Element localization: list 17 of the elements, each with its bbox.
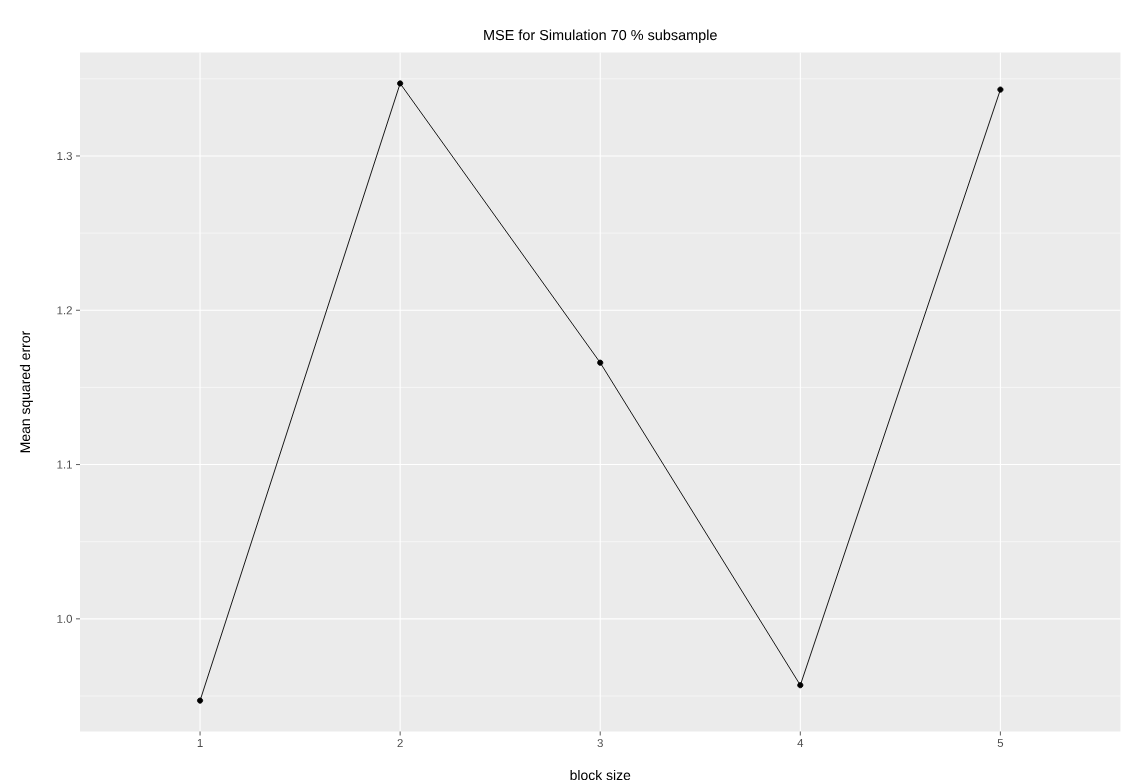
- x-axis-title: block size: [570, 769, 631, 781]
- point: [197, 697, 204, 704]
- chart-title: MSE for Simulation 70 % subsample: [484, 29, 717, 43]
- y-tick-label: 1.3: [57, 151, 72, 161]
- point: [797, 682, 804, 689]
- y-tick-label: 1.0: [57, 614, 73, 623]
- point: [997, 86, 1004, 93]
- x-tick-label: 2: [397, 739, 403, 747]
- y-tick-label: 1.2: [57, 306, 72, 315]
- x-tick-label: 1: [197, 739, 203, 747]
- point: [397, 80, 404, 87]
- x-tick-label: 3: [597, 739, 603, 748]
- x-tick-label: 4: [797, 739, 804, 747]
- y-tick-label: 1.1: [57, 460, 72, 469]
- x-tick-label: 5: [997, 739, 1004, 747]
- point: [597, 359, 604, 366]
- y-axis-title: Mean squared error: [19, 331, 33, 453]
